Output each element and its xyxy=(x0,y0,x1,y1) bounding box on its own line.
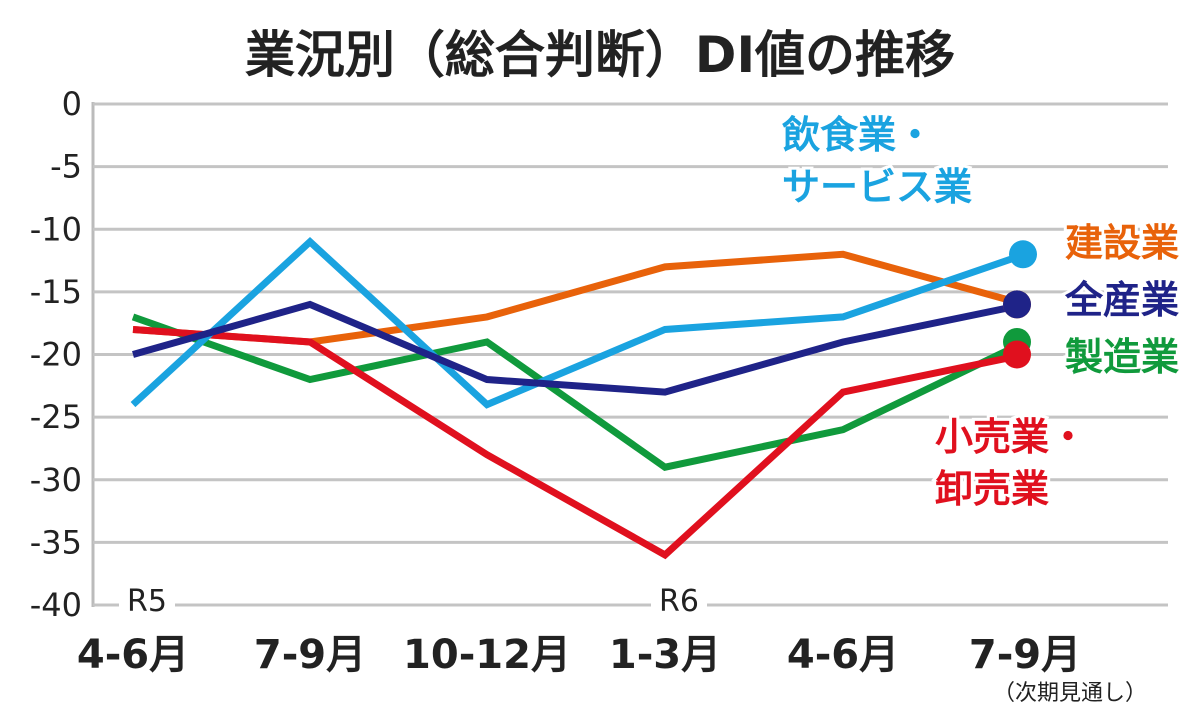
chart-title: 業況別（総合判断）DI値の推移 xyxy=(245,26,955,84)
x-tick-label: 10-12月 xyxy=(403,632,571,678)
forecast-note: （次期見通し） xyxy=(993,681,1147,706)
series-end-marker xyxy=(1003,290,1031,319)
y-tick-label: -40 xyxy=(30,586,82,624)
series-label: 飲食業・ xyxy=(782,113,934,157)
x-tick-label: 4-6月 xyxy=(77,632,189,678)
x-tick-label: 7-9月 xyxy=(969,632,1081,678)
series-line xyxy=(132,300,1026,396)
y-tick-label: -5 xyxy=(50,148,82,186)
series-end-marker xyxy=(1009,240,1037,269)
series-line xyxy=(130,237,1027,409)
series-label: 卸売業 xyxy=(935,467,1049,511)
y-tick-label: -30 xyxy=(30,461,82,499)
series-label: 全産業 xyxy=(1064,278,1179,322)
series-label: 小売業・ xyxy=(935,415,1087,459)
series-line xyxy=(132,325,1026,560)
era-label-bg xyxy=(119,582,175,616)
series-label: 製造業 xyxy=(1065,335,1179,379)
y-tick-label: 0 xyxy=(62,85,82,123)
y-tick-label: -10 xyxy=(30,210,82,248)
era-label: R6 xyxy=(659,584,699,619)
series-label: 建設業 xyxy=(1065,221,1179,265)
x-tick-label: 4-6月 xyxy=(787,632,899,678)
series-label: サービス業 xyxy=(782,165,972,209)
series-end-marker xyxy=(1003,340,1031,369)
era-label-bg xyxy=(651,582,707,616)
y-tick-label: -35 xyxy=(30,523,82,561)
series-line xyxy=(131,313,1027,471)
y-tick-label: -25 xyxy=(30,398,82,436)
era-label: R5 xyxy=(127,584,167,619)
y-tick-label: -15 xyxy=(30,273,82,311)
x-tick-label: 1-3月 xyxy=(609,632,721,678)
x-tick-label: 7-9月 xyxy=(254,632,366,678)
y-tick-label: -20 xyxy=(30,336,82,374)
